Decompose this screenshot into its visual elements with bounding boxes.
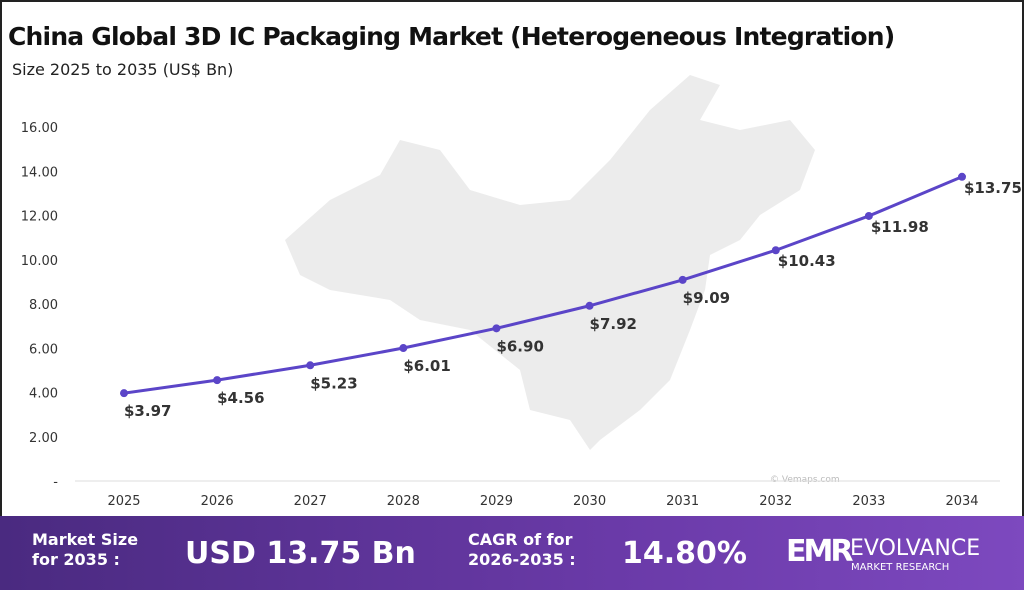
footer-banner: Market Size for 2035 : USD 13.75 Bn CAGR… xyxy=(0,516,1024,590)
china-map-silhouette xyxy=(285,75,815,450)
y-tick-label: 6.00 xyxy=(29,342,58,357)
chart-title: China Global 3D IC Packaging Market (Het… xyxy=(8,22,895,51)
x-tick-label: 2033 xyxy=(852,494,885,509)
data-point xyxy=(213,376,222,385)
cagr-label-line1: CAGR of for xyxy=(468,530,573,549)
market-size-label-line1: Market Size xyxy=(32,530,139,549)
data-point xyxy=(492,324,501,333)
chart-subtitle: Size 2025 to 2035 (US$ Bn) xyxy=(12,60,234,79)
y-tick-label: 2.00 xyxy=(29,431,58,446)
watermark: © Vemaps.com xyxy=(770,475,840,485)
x-tick-label: 2027 xyxy=(294,494,327,509)
market-size-value: USD 13.75 Bn xyxy=(185,536,416,571)
data-point xyxy=(306,361,315,370)
x-tick-label: 2030 xyxy=(573,494,606,509)
y-tick-label: 8.00 xyxy=(29,298,58,313)
x-tick-label: 2025 xyxy=(107,494,140,509)
data-label: $13.75 xyxy=(964,179,1022,197)
market-size-label: Market Size for 2035 : xyxy=(32,530,138,570)
data-point xyxy=(958,172,966,181)
x-tick-label: 2031 xyxy=(666,494,699,509)
y-tick-label: 4.00 xyxy=(29,387,58,402)
data-point xyxy=(120,389,128,398)
x-tick-label: 2029 xyxy=(480,494,513,509)
data-label: $4.56 xyxy=(217,389,264,407)
y-tick-label: 14.00 xyxy=(21,165,58,180)
data-point xyxy=(771,246,780,255)
data-label: $9.09 xyxy=(683,289,730,307)
data-label: $11.98 xyxy=(871,218,929,236)
y-tick-label: - xyxy=(53,475,58,490)
series-line xyxy=(123,175,963,395)
data-label: $3.97 xyxy=(124,402,171,420)
y-tick-label: 16.00 xyxy=(21,121,58,136)
x-tick-label: 2034 xyxy=(945,494,978,509)
data-point xyxy=(399,344,408,353)
cagr-label: CAGR of for 2026-2035 : xyxy=(468,530,576,570)
data-label: $7.92 xyxy=(590,315,637,333)
y-tick-label: 12.00 xyxy=(21,210,58,225)
data-label: $5.23 xyxy=(310,374,357,392)
data-label: $6.90 xyxy=(496,337,543,355)
logo-text: EVOLVANCE xyxy=(850,536,981,561)
data-point xyxy=(864,211,873,220)
data-point xyxy=(678,275,687,284)
x-tick-label: 2032 xyxy=(759,494,792,509)
data-label: $10.43 xyxy=(778,252,836,270)
data-point xyxy=(585,301,594,310)
data-label: $6.01 xyxy=(403,357,450,375)
market-size-label-line2: for 2035 : xyxy=(32,550,120,569)
cagr-label-line2: 2026-2035 : xyxy=(468,550,576,569)
x-tick-label: 2028 xyxy=(387,494,420,509)
y-tick-label: 10.00 xyxy=(21,254,58,269)
chart-svg: © Vemaps.com - 2.00 4.00 6.00 8.00 10.00 12.00… xyxy=(21,75,1022,509)
logo-mark: EMR xyxy=(786,534,853,569)
logo-subtext: MARKET RESEARCH xyxy=(851,562,950,573)
x-tick-label: 2026 xyxy=(201,494,234,509)
cagr-value: 14.80% xyxy=(622,536,747,571)
